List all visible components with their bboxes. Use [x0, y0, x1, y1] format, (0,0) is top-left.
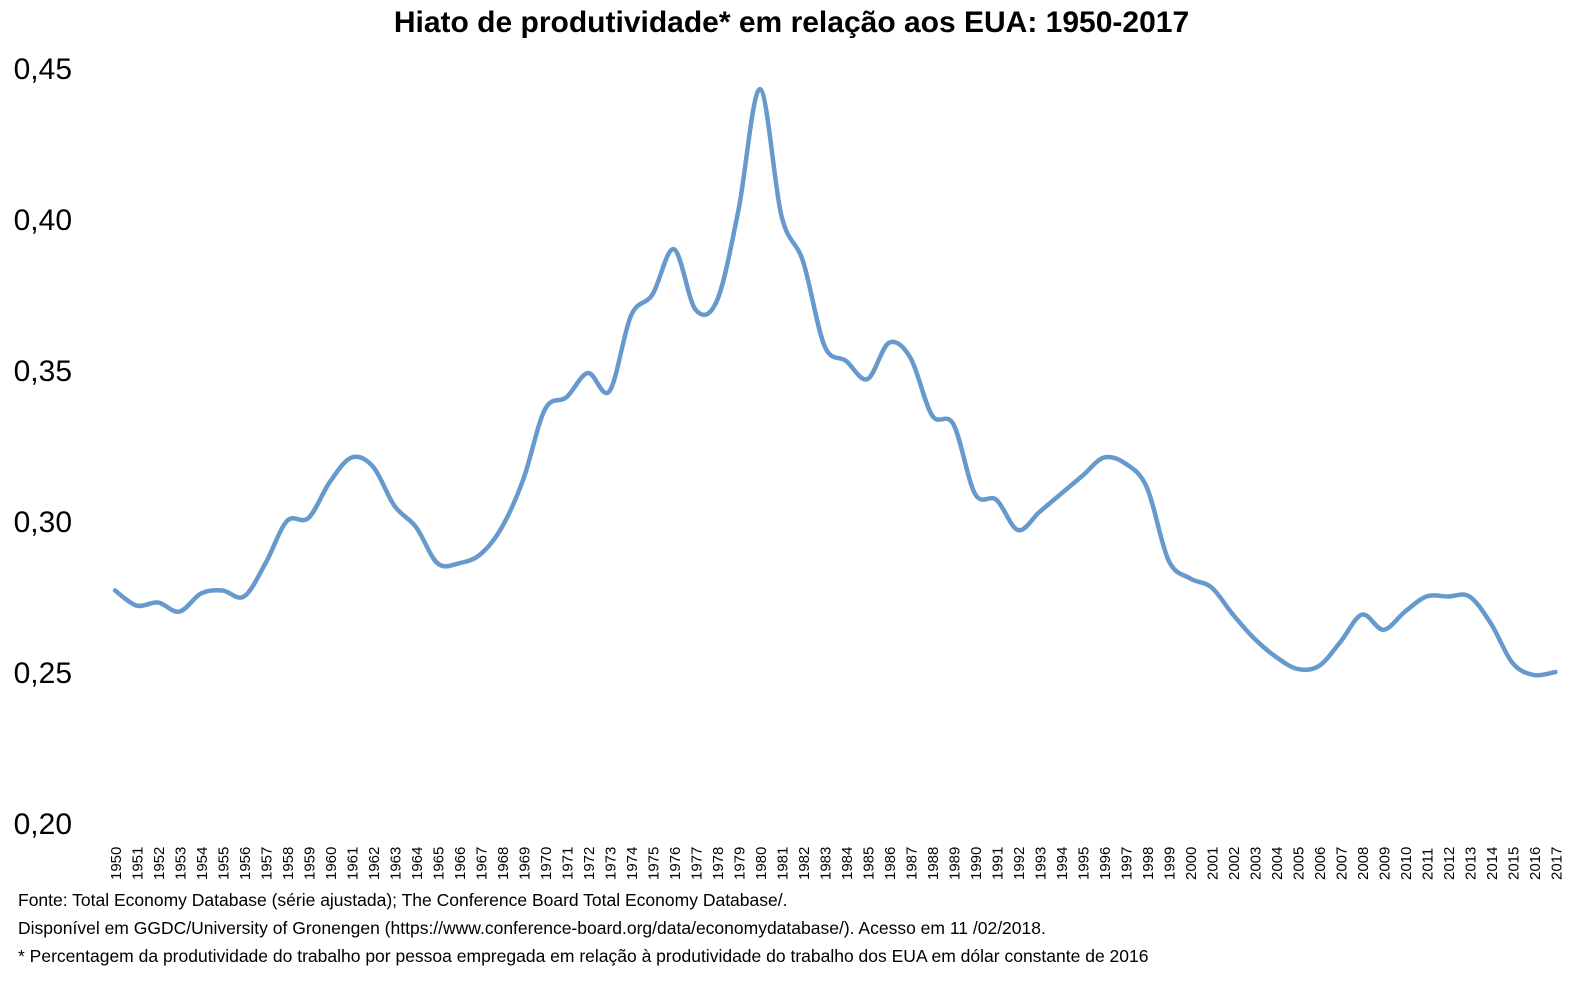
x-tick-label: 1965 — [431, 847, 448, 880]
x-tick-label: 2017 — [1549, 847, 1566, 880]
x-tick-label: 1967 — [474, 847, 491, 880]
x-tick-label: 2015 — [1506, 847, 1523, 880]
x-tick-label: 1989 — [947, 847, 964, 880]
x-tick-label: 2000 — [1183, 847, 1200, 880]
x-tick-label: 2005 — [1291, 847, 1308, 880]
x-tick-label: 2010 — [1398, 847, 1415, 880]
x-tick-label: 1958 — [280, 847, 297, 880]
x-tick-label: 1984 — [839, 847, 856, 880]
x-tick-label: 1977 — [689, 847, 706, 880]
source-note: Fonte: Total Economy Database (série aju… — [18, 890, 788, 910]
x-tick-label: 2014 — [1484, 847, 1501, 880]
x-tick-label: 1973 — [603, 847, 620, 880]
chart-title: Hiato de produtividade* em relação aos E… — [393, 6, 1190, 39]
x-tick-label: 1957 — [259, 847, 276, 880]
x-tick-label: 1955 — [216, 847, 233, 880]
x-tick-label: 1952 — [151, 847, 168, 880]
x-tick-label: 2003 — [1248, 847, 1265, 880]
x-tick-label: 1998 — [1140, 847, 1157, 880]
x-tick-label: 1974 — [624, 847, 641, 880]
x-tick-label: 1976 — [667, 847, 684, 880]
x-tick-label: 1959 — [302, 847, 319, 880]
series-line — [112, 86, 1558, 678]
definition-note: * Percentagem da produtividade do trabal… — [18, 946, 1149, 966]
x-tick-label: 1978 — [710, 847, 727, 880]
x-tick-label: 1983 — [818, 847, 835, 880]
x-tick-label: 2016 — [1527, 847, 1544, 880]
x-tick-label: 1971 — [560, 847, 577, 880]
x-tick-label: 1964 — [409, 847, 426, 880]
x-tick-label: 1950 — [108, 847, 125, 880]
x-tick-label: 2004 — [1269, 847, 1286, 880]
x-tick-label: 2011 — [1420, 848, 1437, 880]
y-tick-label: 0,25 — [14, 657, 72, 690]
x-tick-label: 1963 — [388, 847, 405, 880]
x-tick-label: 1985 — [861, 847, 878, 880]
x-tick-label: 1961 — [345, 847, 362, 880]
x-tick-label: 2009 — [1377, 847, 1394, 880]
y-tick-label: 0,45 — [14, 53, 72, 86]
y-axis: 0,20 0,25 0,30 0,35 0,40 0,45 — [14, 53, 72, 841]
line-chart: 0,200,250,300,350,400,45 1950 1951 1952 195… — [14, 53, 1566, 880]
series-layer — [112, 86, 1558, 678]
x-tick-label: 2008 — [1355, 847, 1372, 880]
x-tick-label: 1951 — [130, 847, 147, 880]
y-tick-label: 0,35 — [14, 355, 72, 388]
x-tick-label: 2007 — [1334, 847, 1351, 880]
x-tick-label: 1997 — [1119, 847, 1136, 880]
x-tick-label: 1990 — [968, 847, 985, 880]
x-tick-label: 1994 — [1054, 847, 1071, 880]
y-tick-label: 0,20 — [14, 808, 72, 841]
y-tick-label: 0,40 — [14, 204, 72, 237]
x-tick-label: 1980 — [753, 847, 770, 880]
x-tick-label: 1987 — [904, 847, 921, 880]
x-tick-label: 1991 — [990, 847, 1007, 880]
x-tick-label: 1995 — [1076, 847, 1093, 880]
x-tick-label: 1992 — [1011, 847, 1028, 880]
x-tick-label: 1968 — [495, 847, 512, 880]
x-tick-label: 1986 — [882, 847, 899, 880]
x-tick-label: 1988 — [925, 847, 942, 880]
x-tick-label: 2013 — [1463, 847, 1480, 880]
x-tick-label: 1966 — [452, 847, 469, 880]
availability-note: Disponível em GGDC/University of Groneng… — [18, 918, 1046, 938]
x-tick-label: 1999 — [1162, 847, 1179, 880]
x-tick-label: 1981 — [775, 847, 792, 880]
x-tick-label: 1975 — [646, 847, 663, 880]
x-tick-label: 1953 — [173, 847, 190, 880]
x-axis: 1950 1951 1952 1953 1954 1955 1956 1957 1958 1959… — [108, 847, 1566, 880]
x-tick-label: 1979 — [732, 847, 749, 880]
x-tick-label: 1982 — [796, 847, 813, 880]
x-tick-label: 1962 — [366, 847, 383, 880]
x-tick-label: 2012 — [1441, 847, 1458, 880]
x-tick-label: 1970 — [538, 847, 555, 880]
x-tick-label: 1969 — [517, 847, 534, 880]
x-tick-label: 1996 — [1097, 847, 1114, 880]
x-tick-label: 2001 — [1205, 847, 1222, 880]
x-tick-label: 1993 — [1033, 847, 1050, 880]
y-tick-label: 0,30 — [14, 506, 72, 539]
x-tick-label: 2002 — [1226, 847, 1243, 880]
x-tick-label: 1960 — [323, 847, 340, 880]
x-tick-label: 1956 — [237, 847, 254, 880]
x-tick-label: 1954 — [194, 847, 211, 880]
x-tick-label: 1972 — [581, 847, 598, 880]
x-tick-label: 2006 — [1312, 847, 1329, 880]
